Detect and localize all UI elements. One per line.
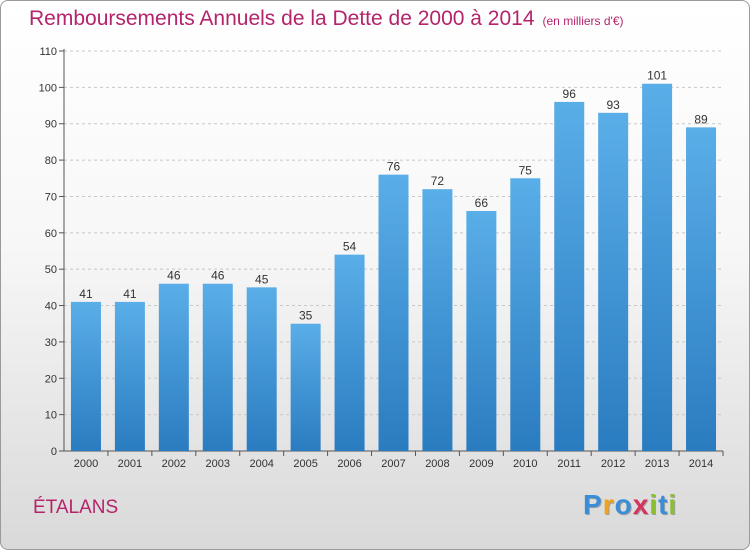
x-tick-label: 2014 bbox=[689, 458, 713, 470]
label-layer: 41 41 46 46 45 35 54 76 72 66 75 96 93 101 89 bbox=[79, 69, 708, 323]
bar-layer bbox=[70, 83, 717, 452]
logo-letter: i bbox=[668, 489, 678, 520]
y-tick-label: 110 bbox=[39, 46, 57, 58]
chart-subtitle: (en milliers d'€) bbox=[542, 14, 624, 28]
x-tick-label: 2010 bbox=[513, 458, 537, 470]
data-label: 54 bbox=[343, 240, 357, 254]
data-label: 75 bbox=[519, 163, 533, 177]
y-tick-label: 40 bbox=[45, 301, 57, 313]
logo-letter: P bbox=[583, 489, 603, 520]
data-label: 46 bbox=[211, 269, 225, 283]
y-tick-label: 0 bbox=[51, 446, 57, 458]
bar bbox=[642, 83, 673, 452]
bar bbox=[334, 254, 365, 451]
x-tick-label: 2005 bbox=[293, 458, 317, 470]
x-tick-label: 2008 bbox=[425, 458, 449, 470]
data-label: 66 bbox=[475, 196, 489, 210]
data-label: 93 bbox=[606, 98, 620, 112]
x-tick-label: 2002 bbox=[162, 458, 186, 470]
bar bbox=[290, 323, 321, 451]
logo-letter: t bbox=[658, 489, 669, 520]
proxiti-logo: Proxiti bbox=[583, 489, 677, 521]
bar bbox=[554, 101, 585, 451]
x-tick-label: 2000 bbox=[74, 458, 98, 470]
data-label: 89 bbox=[694, 112, 708, 126]
bar bbox=[158, 283, 189, 451]
x-tick-label: 2003 bbox=[206, 458, 230, 470]
bar bbox=[466, 211, 497, 451]
data-label: 41 bbox=[79, 287, 93, 301]
bar bbox=[598, 112, 629, 452]
bar bbox=[246, 287, 277, 451]
bar bbox=[686, 127, 717, 451]
y-tick-label: 30 bbox=[45, 337, 57, 349]
logo-letter: i bbox=[649, 489, 659, 520]
bar bbox=[378, 174, 409, 452]
place-name: ÉTALANS bbox=[33, 497, 119, 518]
data-label: 101 bbox=[647, 69, 667, 83]
y-tick-label: 20 bbox=[45, 373, 57, 385]
data-label: 35 bbox=[299, 309, 313, 323]
y-tick-label: 50 bbox=[45, 264, 57, 276]
x-tick-label: 2012 bbox=[601, 458, 625, 470]
x-tick-label: 2011 bbox=[557, 458, 581, 470]
x-tick-label: 2013 bbox=[645, 458, 669, 470]
y-tick-label: 80 bbox=[45, 155, 57, 167]
x-tick-label: 2004 bbox=[249, 458, 273, 470]
logo-letter: o bbox=[614, 489, 633, 520]
bar bbox=[422, 189, 453, 451]
x-tick-label: 2007 bbox=[381, 458, 405, 470]
chart-title-text: Remboursements Annuels de la Dette de 20… bbox=[29, 7, 535, 30]
data-label: 46 bbox=[167, 269, 181, 283]
y-tick-label: 100 bbox=[39, 82, 57, 94]
data-label: 96 bbox=[563, 87, 577, 101]
logo-letter: r bbox=[602, 489, 615, 520]
bar bbox=[202, 283, 233, 451]
data-label: 45 bbox=[255, 272, 269, 286]
data-label: 76 bbox=[387, 160, 401, 174]
chart-title: Remboursements Annuels de la Dette de 20… bbox=[29, 7, 624, 31]
y-tick-label: 10 bbox=[45, 410, 57, 422]
bar bbox=[114, 301, 145, 451]
x-tick-label: 2001 bbox=[118, 458, 142, 470]
logo-letter: x bbox=[632, 489, 650, 520]
y-tick-label: 90 bbox=[45, 119, 57, 131]
x-tick-label: 2006 bbox=[337, 458, 361, 470]
x-tick-label: 2009 bbox=[469, 458, 493, 470]
bar bbox=[510, 178, 541, 452]
data-label: 72 bbox=[431, 174, 445, 188]
bar bbox=[70, 301, 101, 451]
y-tick-label: 70 bbox=[45, 191, 57, 203]
y-tick-label: 60 bbox=[45, 228, 57, 240]
data-label: 41 bbox=[123, 287, 137, 301]
